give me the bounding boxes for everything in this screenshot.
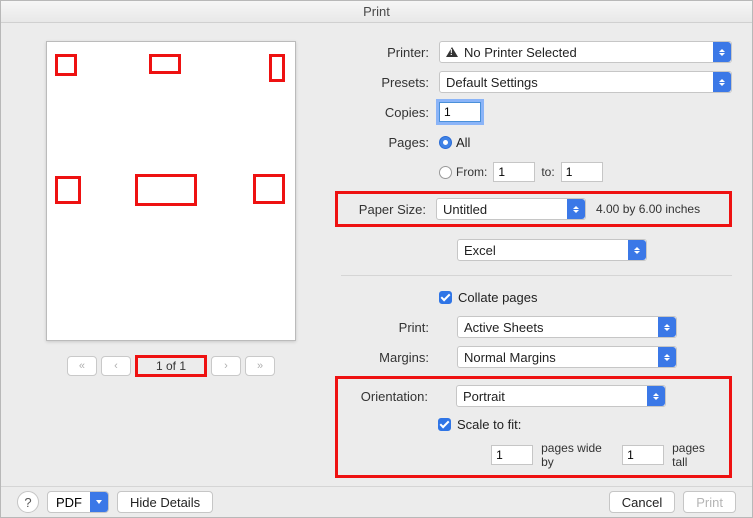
app-menu-select[interactable]: Excel: [457, 239, 647, 261]
first-page-button[interactable]: «: [67, 356, 97, 376]
highlight-marker: [253, 174, 285, 204]
orientation-select[interactable]: Portrait: [456, 385, 666, 407]
print-what-label: Print:: [341, 320, 429, 335]
pages-from-input[interactable]: [493, 162, 535, 182]
preview-pane: « ‹ 1 of 1 › »: [21, 41, 321, 478]
print-dialog: Print « ‹ 1 of 1 › » Printer:: [0, 0, 753, 518]
collate-checkbox[interactable]: [439, 291, 452, 304]
warning-icon: [446, 47, 458, 57]
dropdown-icon: [658, 347, 676, 367]
pages-to-label: to:: [541, 165, 554, 179]
highlight-marker: [55, 176, 81, 204]
dropdown-icon: [567, 199, 585, 219]
app-menu-selected: Excel: [464, 243, 496, 258]
pdf-label: PDF: [48, 495, 90, 510]
page-preview: [46, 41, 296, 341]
printer-select[interactable]: No Printer Selected: [439, 41, 732, 63]
page-navigator: « ‹ 1 of 1 › »: [67, 355, 275, 377]
paper-size-label: Paper Size:: [344, 202, 426, 217]
highlight-marker: [269, 54, 285, 82]
scale-tall-label: pages tall: [672, 441, 721, 469]
last-page-button[interactable]: »: [245, 356, 275, 376]
paper-size-select[interactable]: Untitled: [436, 198, 586, 220]
presets-selected: Default Settings: [446, 75, 538, 90]
scale-checkbox[interactable]: [438, 418, 451, 431]
print-what-selected: Active Sheets: [464, 320, 544, 335]
printer-selected: No Printer Selected: [464, 45, 577, 60]
presets-select[interactable]: Default Settings: [439, 71, 732, 93]
scale-wide-label: pages wide by: [541, 441, 614, 469]
paper-size-selected: Untitled: [443, 202, 487, 217]
copies-label: Copies:: [341, 105, 429, 120]
highlight-marker: [55, 54, 77, 76]
highlight-marker: [135, 174, 197, 206]
paper-size-highlight: Paper Size: Untitled 4.00 by 6.00 inches: [335, 191, 732, 227]
prev-page-button[interactable]: ‹: [101, 356, 131, 376]
pages-from-label: From:: [456, 165, 487, 179]
print-button[interactable]: Print: [683, 491, 736, 513]
orientation-selected: Portrait: [463, 389, 505, 404]
dialog-footer: ? PDF Hide Details Cancel Print: [1, 486, 752, 517]
dropdown-icon: [713, 72, 731, 92]
margins-selected: Normal Margins: [464, 350, 556, 365]
dropdown-icon: [628, 240, 646, 260]
pages-all-label: All: [456, 135, 470, 150]
dropdown-icon: [658, 317, 676, 337]
help-button[interactable]: ?: [17, 491, 39, 513]
pdf-menu-button[interactable]: PDF: [47, 491, 109, 513]
dropdown-icon: [647, 386, 665, 406]
highlight-marker: [149, 54, 181, 74]
cancel-button[interactable]: Cancel: [609, 491, 675, 513]
scale-wide-input[interactable]: [491, 445, 533, 465]
pages-to-input[interactable]: [561, 162, 603, 182]
scale-label: Scale to fit:: [457, 417, 521, 432]
dialog-content: « ‹ 1 of 1 › » Printer: No Printer Selec…: [1, 23, 752, 486]
paper-size-dimensions: 4.00 by 6.00 inches: [596, 202, 700, 216]
margins-select[interactable]: Normal Margins: [457, 346, 677, 368]
dropdown-icon: [713, 42, 731, 62]
separator: [341, 275, 732, 276]
printer-label: Printer:: [341, 45, 429, 60]
orientation-highlight: Orientation: Portrait Scale to fit:: [335, 376, 732, 478]
pages-range-radio[interactable]: [439, 166, 452, 179]
collate-label: Collate pages: [458, 290, 538, 305]
print-what-select[interactable]: Active Sheets: [457, 316, 677, 338]
page-indicator: 1 of 1: [135, 355, 207, 377]
presets-label: Presets:: [341, 75, 429, 90]
options-pane: Printer: No Printer Selected Presets: De…: [341, 41, 732, 478]
copies-input[interactable]: [439, 102, 481, 122]
pages-label: Pages:: [341, 135, 429, 150]
orientation-label: Orientation:: [346, 389, 428, 404]
scale-tall-input[interactable]: [622, 445, 664, 465]
hide-details-button[interactable]: Hide Details: [117, 491, 213, 513]
pages-all-radio[interactable]: [439, 136, 452, 149]
margins-label: Margins:: [341, 350, 429, 365]
dropdown-icon: [90, 492, 108, 512]
next-page-button[interactable]: ›: [211, 356, 241, 376]
window-title: Print: [1, 1, 752, 23]
